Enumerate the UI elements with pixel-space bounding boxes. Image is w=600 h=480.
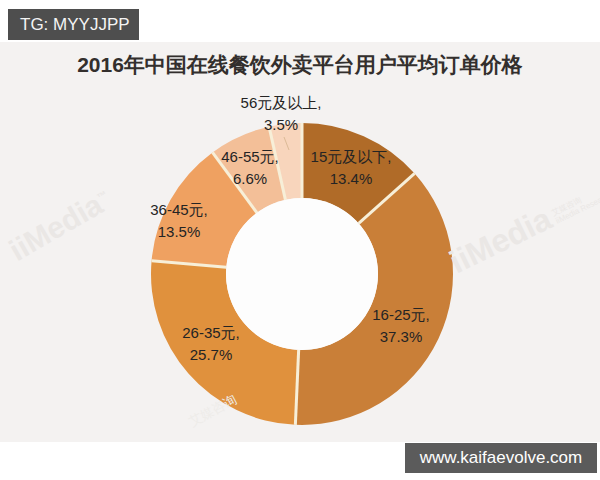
donut-hole xyxy=(226,198,378,350)
slice-label-4: 46-55元,6.6% xyxy=(221,146,279,190)
slice-label-2: 26-35元,25.7% xyxy=(182,322,240,366)
slice-label-0: 15元及以下,13.4% xyxy=(311,146,392,190)
slice-label-1: 16-25元,37.3% xyxy=(372,304,430,348)
slice-label-5: 56元及以上,3.5% xyxy=(241,92,322,136)
slice-label-3: 36-45元,13.5% xyxy=(150,199,208,243)
website-url-bar: www.kaifaevolve.com xyxy=(405,443,597,473)
